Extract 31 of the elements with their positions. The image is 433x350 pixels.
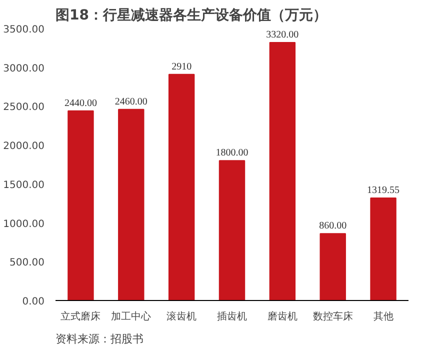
y-tick-label: 3500.00 <box>3 24 45 36</box>
text: 资料来源：招股书 <box>56 332 144 346</box>
data-label: 2460.00 <box>114 96 148 108</box>
x-tick-label: 插齿机 <box>217 310 247 322</box>
x-tick-label: 数控车床 <box>312 310 353 322</box>
x-tick-label: 滚齿机 <box>166 310 197 322</box>
bar <box>68 110 94 300</box>
data-label: 1800.00 <box>216 148 248 159</box>
y-tick-label: 1500.00 <box>3 180 45 191</box>
data-label: 2910 <box>172 61 192 72</box>
y-tick-label: 1000.00 <box>3 218 45 230</box>
y-tick-label: 500.00 <box>10 258 45 269</box>
x-tick-label: 磨齿机 <box>267 310 298 322</box>
data-label: 860.00 <box>319 220 347 232</box>
y-tick-label: 0.00 <box>22 296 44 308</box>
chart-title: 图18：行星减速器各生产设备价值（万元） <box>56 6 327 24</box>
bar <box>218 160 246 300</box>
bar <box>269 42 296 300</box>
data-label: 2440.00 <box>64 98 97 109</box>
bar <box>370 197 396 300</box>
bar <box>118 108 144 300</box>
y-tick-label: 3000.00 <box>3 63 45 74</box>
data-label: 1319.55 <box>367 184 400 196</box>
y-tick-label: 2000.00 <box>3 141 45 152</box>
bar <box>168 74 195 300</box>
bar <box>320 233 346 300</box>
y-tick-label: 2500.00 <box>3 102 45 114</box>
x-tick-label: 其他 <box>373 310 394 322</box>
x-tick-label: 立式磨床 <box>60 310 101 322</box>
x-tick-label: 加工中心 <box>111 310 152 322</box>
data-label: 3320.00 <box>266 29 299 40</box>
